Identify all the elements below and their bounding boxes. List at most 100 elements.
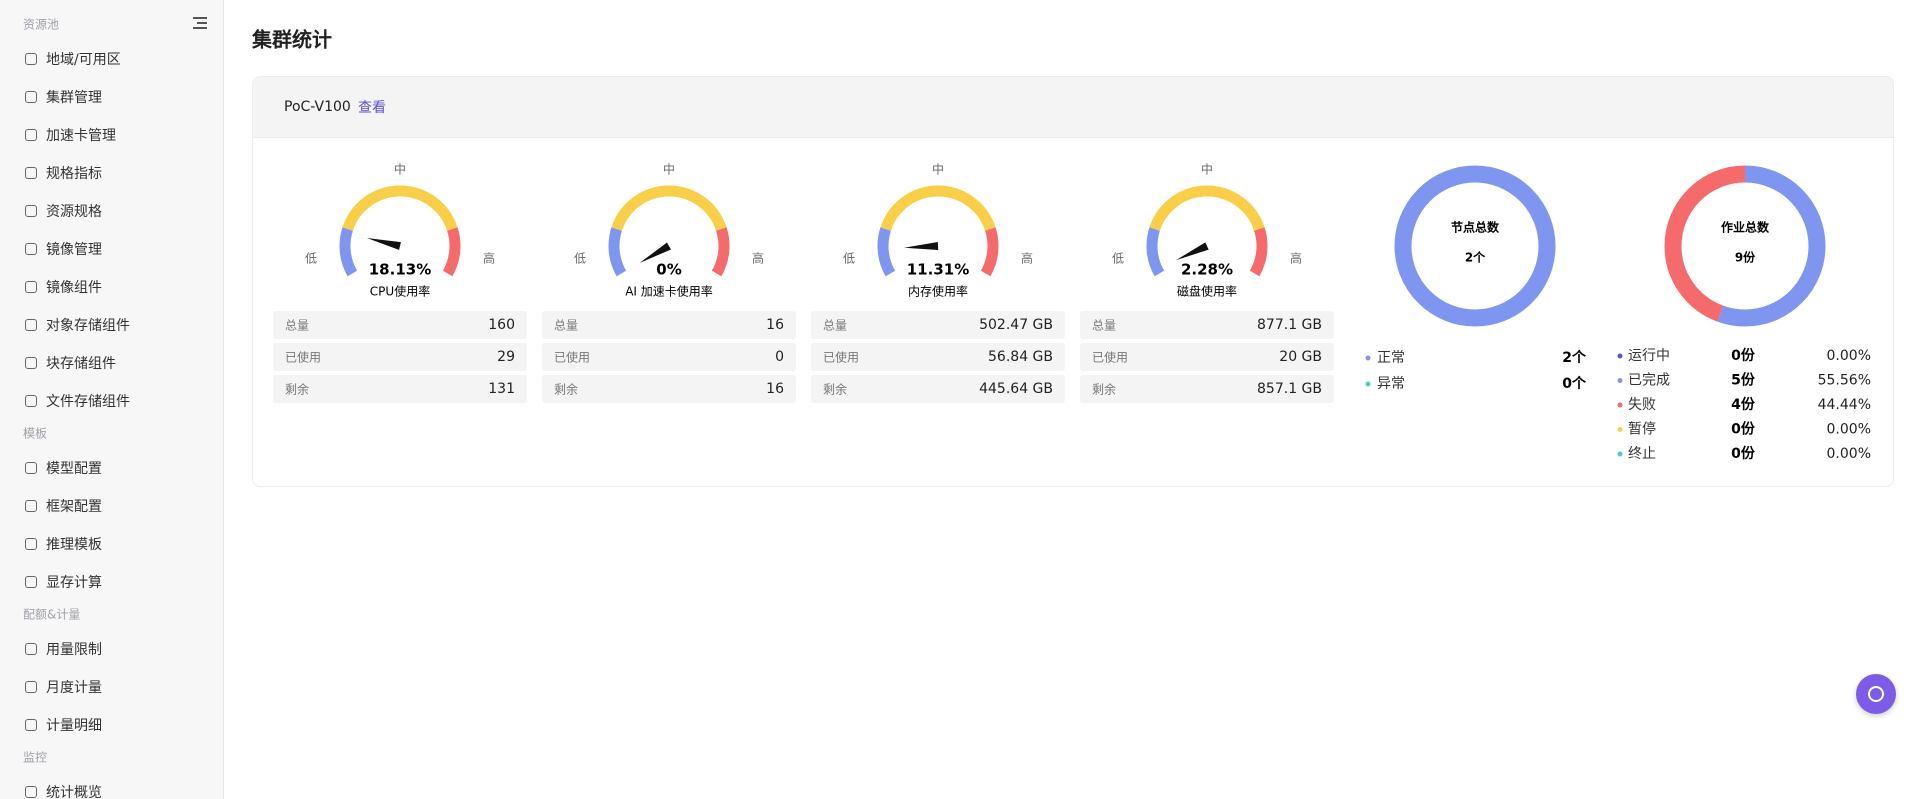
stat-key: 总量 <box>285 318 310 333</box>
stat-key: 已使用 <box>285 350 322 365</box>
menu-item[interactable]: 月度计量 <box>46 680 102 696</box>
gauge-high: 高 <box>1021 251 1033 266</box>
menu-icon <box>25 205 37 217</box>
stat-row: 总量 502.47 GB <box>811 311 1065 339</box>
menu-item[interactable]: 显存计算 <box>46 575 102 591</box>
stat-value: 160 <box>488 317 515 333</box>
gauge-high: 高 <box>483 251 495 266</box>
section-title: 模板 <box>23 426 48 441</box>
help-button[interactable] <box>1856 674 1896 714</box>
menu-icon <box>25 538 37 550</box>
gauge-high: 高 <box>752 251 764 266</box>
legend-value: 5份 <box>1731 372 1756 389</box>
gauge-value: 11.31% <box>907 261 969 279</box>
legend-name: 终止 <box>1628 446 1656 462</box>
stat-row: 已使用 29 <box>273 343 527 371</box>
stat-row: 剩余 16 <box>542 375 796 403</box>
legend-name: 已完成 <box>1628 373 1670 389</box>
gauge-label: CPU使用率 <box>370 284 430 299</box>
gauge-arc <box>1249 227 1268 277</box>
stat-row: 已使用 56.84 GB <box>811 343 1065 371</box>
gauge-arc <box>1146 227 1165 277</box>
legend-percent: 44.44% <box>1818 397 1871 413</box>
stat-row: 已使用 0 <box>542 343 796 371</box>
menu-item[interactable]: 镜像管理 <box>46 242 102 258</box>
legend-dot <box>1365 381 1371 387</box>
menu-icon <box>25 129 37 141</box>
gauge-low: 低 <box>574 252 586 266</box>
gauge-needle <box>1176 242 1209 261</box>
stat-row: 剩余 857.1 GB <box>1080 375 1334 403</box>
menu-icon <box>25 319 37 331</box>
menu-item[interactable]: 加速卡管理 <box>46 128 116 144</box>
gauge-label: 内存使用率 <box>908 284 968 299</box>
menu-item[interactable]: 推理模板 <box>46 537 102 553</box>
legend-percent: 0.00% <box>1827 422 1871 438</box>
stat-key: 剩余 <box>823 382 848 397</box>
stat-row: 剩余 131 <box>273 375 527 403</box>
menu-item[interactable]: 镜像组件 <box>46 280 102 296</box>
gauge-mid: 中 <box>394 162 406 177</box>
gauge-low: 低 <box>843 252 855 266</box>
gauge-mid: 中 <box>932 162 944 177</box>
stat-key: 总量 <box>823 318 848 333</box>
view-link[interactable]: 查看 <box>358 100 386 116</box>
menu-item[interactable]: 计量明细 <box>46 718 102 734</box>
donut-segment <box>1664 165 1826 327</box>
menu-item[interactable]: 用量限制 <box>46 642 102 658</box>
legend-dot <box>1617 451 1623 457</box>
legend-percent: 55.56% <box>1818 373 1871 389</box>
stat-row: 总量 877.1 GB <box>1080 311 1334 339</box>
menu-item[interactable]: 资源规格 <box>46 204 102 220</box>
donut-total: 9份 <box>1735 250 1756 265</box>
menu-item[interactable]: 对象存储组件 <box>46 318 130 334</box>
stat-row: 总量 16 <box>542 311 796 339</box>
gauge-value: 0% <box>656 261 681 279</box>
menu-item[interactable]: 统计概览 <box>46 785 102 799</box>
gauge-arc <box>608 227 627 277</box>
stat-value: 56.84 GB <box>988 349 1053 365</box>
menu-item[interactable]: 块存储组件 <box>46 356 116 372</box>
menu-icon <box>25 462 37 474</box>
legend-name: 暂停 <box>1628 421 1656 438</box>
stat-key: 已使用 <box>1092 350 1129 365</box>
donut-title: 作业总数 <box>1721 220 1770 235</box>
gauge-mid: 中 <box>663 162 675 177</box>
legend-name: 运行中 <box>1628 348 1670 364</box>
menu-icon <box>25 167 37 179</box>
gauge-arc <box>442 227 461 277</box>
menu-item[interactable]: 文件存储组件 <box>46 394 130 410</box>
legend-percent: 0.00% <box>1827 446 1871 462</box>
stat-value: 131 <box>488 381 515 397</box>
legend-value: 0份 <box>1731 421 1756 438</box>
stat-key: 已使用 <box>823 350 860 365</box>
gauge-needle <box>639 242 671 263</box>
gauge-arc <box>877 227 896 277</box>
stat-row: 总量 160 <box>273 311 527 339</box>
legend-dot <box>1617 353 1623 359</box>
collapse-button[interactable] <box>193 17 207 29</box>
menu-item[interactable]: 规格指标 <box>46 166 102 182</box>
stat-row: 剩余 445.64 GB <box>811 375 1065 403</box>
gauge-high: 高 <box>1290 251 1302 266</box>
menu-item[interactable]: 集群管理 <box>46 90 102 106</box>
stat-value: 16 <box>766 381 784 397</box>
menu-icon <box>25 576 37 588</box>
stat-value: 16 <box>766 317 784 333</box>
gauge-label: 磁盘使用率 <box>1177 284 1237 299</box>
donut-segment <box>1394 165 1556 327</box>
menu-item[interactable]: 地域/可用区 <box>46 52 121 68</box>
menu-item[interactable]: 框架配置 <box>46 499 102 515</box>
stat-value: 445.64 GB <box>979 381 1053 397</box>
menu-icon <box>25 281 37 293</box>
sidebar: 资源池 地域/可用区 集群管理 加速卡管理 规格指标 资源规格 镜像管理 镜像组件 对象存储组件… <box>0 0 224 799</box>
menu-item[interactable]: 模型配置 <box>46 461 102 477</box>
cluster-name: PoC-V100 <box>284 99 351 115</box>
stat-value: 0 <box>775 349 784 365</box>
legend-name: 失败 <box>1628 397 1656 413</box>
legend-dot <box>1617 427 1623 432</box>
menu-icon <box>25 53 37 65</box>
legend-value: 0份 <box>1731 445 1756 462</box>
stat-key: 剩余 <box>554 382 579 397</box>
